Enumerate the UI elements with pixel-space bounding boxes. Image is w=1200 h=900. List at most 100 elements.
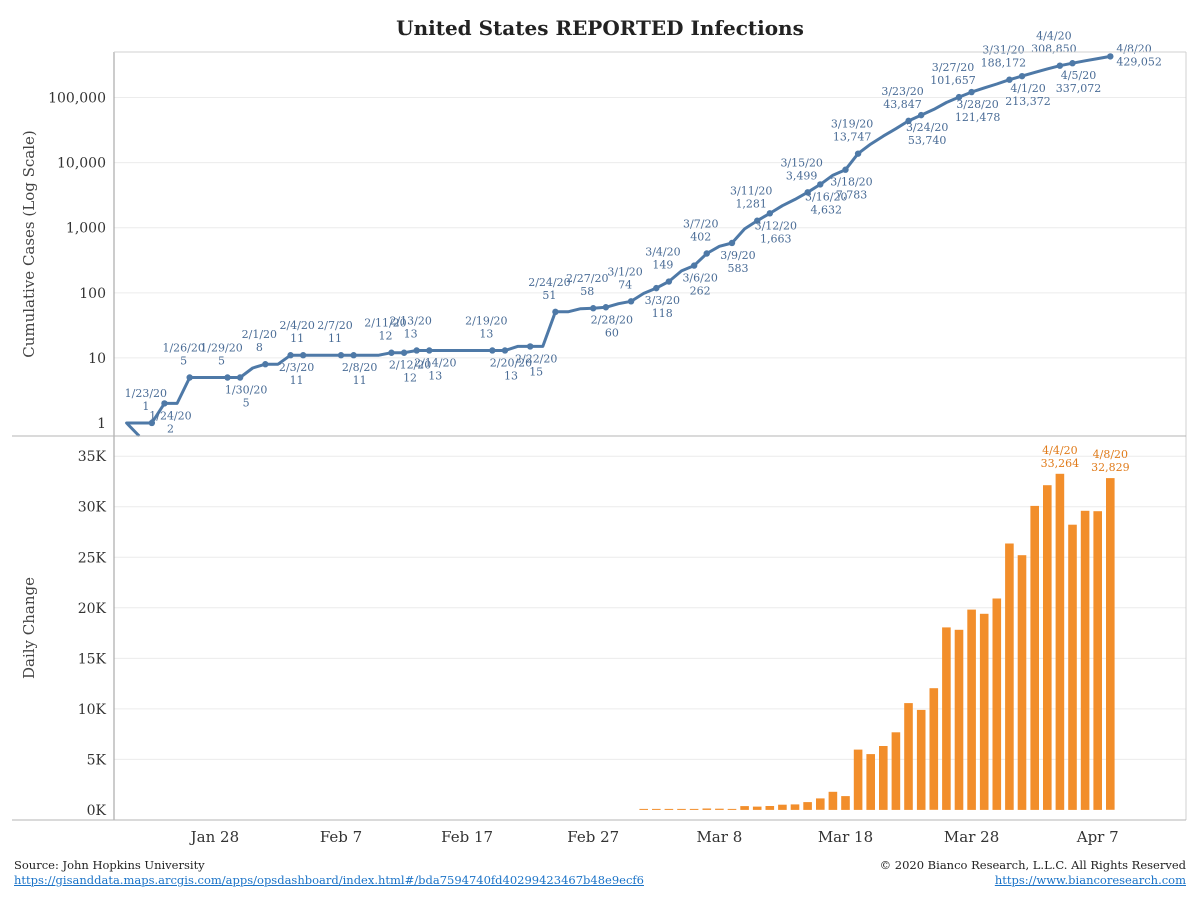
data-label-value: 12 — [378, 330, 392, 343]
daily-change-bar — [803, 802, 812, 810]
daily-change-bar — [715, 808, 724, 810]
daily-change-bar — [1068, 524, 1077, 810]
data-label-date: 3/23/20 — [881, 85, 923, 98]
data-point-marker — [766, 210, 774, 217]
data-label-date: 4/8/20 — [1116, 42, 1151, 55]
data-point-marker — [501, 347, 509, 354]
bar-label-value: 33,264 — [1041, 457, 1080, 470]
x-tick-label: Apr 7 — [1076, 828, 1119, 846]
bottom-y-tick-label: 25K — [78, 550, 107, 566]
data-point-marker — [388, 349, 395, 356]
daily-change-bar — [639, 808, 648, 810]
daily-change-bar — [790, 804, 800, 810]
data-label-date: 1/30/20 — [225, 383, 267, 396]
data-label-date: 3/7/20 — [683, 217, 718, 230]
data-label-date: 2/22/20 — [515, 352, 557, 365]
x-tick-label: Feb 7 — [320, 828, 362, 846]
daily-change-bar — [992, 598, 1002, 810]
data-label-value: 1,663 — [760, 232, 792, 245]
data-label-value: 13 — [504, 369, 518, 382]
daily-change-bar — [1055, 473, 1065, 810]
daily-change-bar — [664, 808, 674, 810]
data-label-date: 4/5/20 — [1061, 69, 1096, 82]
data-point-marker — [917, 111, 925, 119]
daily-change-bar — [942, 627, 951, 810]
bottom-y-axis-title: Daily Change — [20, 577, 38, 679]
daily-change-bar — [740, 806, 749, 810]
data-label-date: 3/12/20 — [755, 219, 797, 232]
daily-change-bar — [689, 808, 699, 810]
data-label-value: 13 — [404, 327, 418, 340]
data-label-value: 188,172 — [981, 57, 1027, 70]
data-label-value: 13 — [428, 369, 442, 382]
data-point-marker — [148, 419, 156, 427]
data-label-value: 60 — [605, 326, 619, 339]
data-point-marker — [350, 352, 357, 359]
bottom-y-tick-label: 5K — [87, 752, 107, 768]
data-point-marker — [690, 262, 698, 269]
data-label-date: 3/28/20 — [956, 98, 998, 111]
daily-change-bar — [1106, 478, 1115, 810]
data-point-marker — [489, 347, 496, 354]
data-label-value: 1,281 — [735, 198, 767, 211]
data-label-value: 402 — [690, 230, 711, 243]
daily-change-bar — [778, 804, 787, 810]
data-label-value: 58 — [580, 285, 594, 298]
bar-label-date: 4/4/20 — [1042, 444, 1077, 457]
daily-change-bar — [879, 746, 888, 810]
daily-change-bar — [967, 609, 976, 810]
data-point-marker — [287, 352, 294, 359]
data-label-value: 11 — [328, 332, 342, 345]
source-link[interactable]: https://gisanddata.maps.arcgis.com/apps/… — [14, 873, 644, 887]
data-point-marker — [337, 352, 345, 359]
data-point-marker — [236, 374, 244, 381]
x-tick-label: Mar 28 — [944, 828, 999, 846]
data-label-date: 2/4/20 — [279, 319, 314, 332]
daily-change-bar — [702, 808, 712, 810]
data-label-date: 2/13/20 — [389, 314, 431, 327]
data-label-value: 213,372 — [1005, 95, 1051, 108]
daily-change-bar — [1030, 505, 1039, 810]
data-label-date: 2/14/20 — [414, 356, 456, 369]
x-tick-label: Feb 27 — [567, 828, 619, 846]
top-y-tick-label: 10,000 — [57, 156, 106, 172]
top-y-tick-label: 100 — [79, 286, 106, 302]
data-label-value: 15 — [529, 365, 543, 378]
data-label-value: 13 — [479, 327, 493, 340]
data-label-date: 3/24/20 — [906, 121, 948, 134]
data-label-date: 3/6/20 — [682, 272, 717, 285]
data-label-date: 3/31/20 — [982, 44, 1024, 57]
data-label-date: 3/3/20 — [645, 294, 680, 307]
cumulative-cases-line — [125, 54, 1111, 438]
daily-change-bar — [828, 791, 838, 810]
data-point-marker — [653, 284, 660, 292]
data-label-date: 3/11/20 — [730, 185, 772, 198]
data-point-marker — [299, 352, 307, 359]
data-label-value: 11 — [353, 374, 367, 387]
data-point-marker — [413, 347, 420, 354]
data-point-marker — [817, 181, 824, 188]
bar-label-value: 32,829 — [1091, 461, 1130, 474]
data-label-date: 1/24/20 — [149, 409, 191, 422]
data-label-value: 11 — [290, 332, 304, 345]
data-label-value: 5 — [180, 354, 187, 367]
data-point-marker — [161, 400, 168, 407]
daily-change-bar — [929, 688, 939, 810]
data-label-value: 308,850 — [1031, 43, 1077, 56]
cumulative-panel: 1 10 100 1,000 10,000 100,000 Cumulative Cases… — [20, 30, 1186, 438]
website-link[interactable]: https://www.biancoresearch.com — [994, 873, 1186, 887]
data-point-marker — [968, 88, 975, 96]
data-label-date: 1/26/20 — [162, 341, 204, 354]
data-point-marker — [1018, 72, 1026, 80]
x-tick-label: Feb 17 — [441, 828, 493, 846]
daily-change-bar — [1005, 543, 1014, 810]
bottom-y-tick-label: 30K — [78, 500, 107, 516]
data-point-marker — [224, 374, 231, 381]
data-point-marker — [186, 374, 193, 381]
daily-change-bar — [816, 798, 825, 810]
data-label-date: 2/12/20 — [389, 359, 431, 372]
data-label-date: 2/1/20 — [242, 328, 277, 341]
daily-change-bar — [866, 754, 875, 810]
data-label-value: 1 — [142, 400, 149, 413]
data-label-value: 101,657 — [930, 74, 976, 87]
